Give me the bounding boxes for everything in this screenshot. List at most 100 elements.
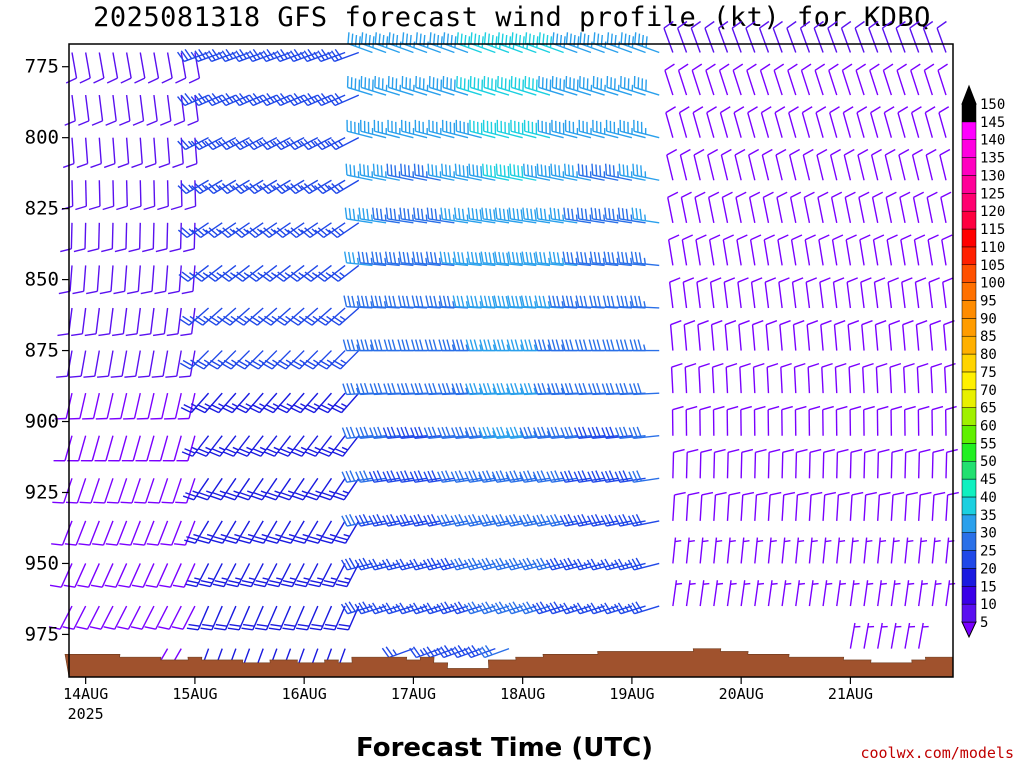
wind-barb xyxy=(58,265,73,295)
wind-barb xyxy=(791,277,804,309)
wind-barb xyxy=(890,622,902,649)
x-tick-label: 18AUG xyxy=(500,685,545,703)
wind-barb xyxy=(250,435,278,457)
wind-barb xyxy=(249,392,278,414)
wind-barb xyxy=(521,251,551,267)
wind-barb xyxy=(820,320,832,351)
wind-barb xyxy=(833,320,846,351)
wind-barb xyxy=(830,191,843,223)
wind-barb xyxy=(617,207,646,224)
x-tick-label: 20AUG xyxy=(719,685,764,703)
wind-barb xyxy=(538,32,564,54)
wind-barb xyxy=(359,163,387,181)
wind-barb xyxy=(384,251,414,267)
wind-barb xyxy=(482,163,510,181)
colorbar-swatch xyxy=(961,121,977,140)
wind-barb xyxy=(412,207,441,224)
wind-barb xyxy=(441,119,469,139)
wind-barb xyxy=(332,435,360,457)
wind-barb xyxy=(204,179,237,195)
wind-barb xyxy=(183,222,196,253)
wind-barb xyxy=(413,163,441,181)
wind-barb xyxy=(477,645,510,659)
wind-barb xyxy=(672,448,685,479)
wind-barb xyxy=(709,277,722,309)
wind-barb xyxy=(478,426,510,440)
wind-barb xyxy=(172,137,184,169)
wind-barb xyxy=(759,63,771,96)
colorbar-label: 150 xyxy=(980,97,1005,113)
wind-barb xyxy=(150,392,169,420)
wind-barb xyxy=(898,148,910,181)
wind-barb xyxy=(95,392,114,420)
wind-barb xyxy=(678,106,690,138)
wind-barb xyxy=(672,580,683,607)
wind-barb xyxy=(90,563,114,588)
wind-barb xyxy=(710,320,723,351)
wind-barb xyxy=(453,251,482,267)
wind-barb xyxy=(788,148,801,181)
colorbar-label: 85 xyxy=(980,329,997,345)
wind-barb xyxy=(52,478,73,504)
wind-barb xyxy=(722,234,734,266)
wind-barb xyxy=(436,601,469,615)
wind-barb xyxy=(679,148,691,181)
wind-barb xyxy=(911,148,923,181)
wind-barb xyxy=(162,435,182,462)
wind-barb xyxy=(748,191,761,223)
wind-barb xyxy=(286,92,319,107)
wind-barb xyxy=(441,163,469,181)
wind-barb xyxy=(131,563,155,588)
terrain-layer xyxy=(64,648,954,678)
wind-barb xyxy=(456,76,482,96)
wind-barb xyxy=(896,63,907,96)
wind-barb xyxy=(134,478,155,504)
y-tick-label: 800 xyxy=(25,127,59,149)
wind-barb xyxy=(707,148,719,181)
wind-barb xyxy=(942,277,954,309)
wind-barb xyxy=(619,119,646,139)
wind-barb xyxy=(133,520,155,546)
wind-barb xyxy=(726,580,737,607)
wind-barb xyxy=(495,163,523,181)
wind-barb xyxy=(790,234,803,266)
wind-barb xyxy=(319,477,346,501)
wind-barb xyxy=(93,478,114,504)
wind-barb xyxy=(849,405,862,436)
wind-barb xyxy=(300,137,332,151)
wind-barb xyxy=(586,602,619,615)
wind-barb xyxy=(546,513,578,527)
wind-barb xyxy=(780,362,792,394)
wind-barb xyxy=(808,491,823,521)
wind-barb xyxy=(550,163,578,181)
colorbar-label: 60 xyxy=(980,419,997,435)
wind-barb xyxy=(300,179,332,195)
wind-barb xyxy=(869,63,880,96)
wind-barb xyxy=(139,307,155,337)
wind-barb xyxy=(841,63,853,96)
wind-barb xyxy=(116,180,128,211)
wind-barb xyxy=(680,191,692,223)
wind-barb xyxy=(177,92,209,107)
wind-barb xyxy=(672,537,682,564)
wind-barb xyxy=(781,537,791,564)
wind-barb xyxy=(235,392,264,414)
wind-barb xyxy=(415,76,441,96)
wind-barb xyxy=(685,448,699,479)
wind-barb xyxy=(78,520,100,546)
wind-barb xyxy=(264,477,292,501)
wind-barb xyxy=(510,76,537,96)
wind-barb xyxy=(536,163,564,181)
wind-barb xyxy=(237,477,264,501)
colorbar-label: 75 xyxy=(980,365,997,381)
wind-barb xyxy=(876,405,889,436)
wind-barb xyxy=(855,63,867,96)
wind-barb xyxy=(684,362,697,394)
wind-barb xyxy=(94,435,114,462)
wind-barb xyxy=(439,251,469,267)
wind-barb xyxy=(904,580,915,607)
wind-barb xyxy=(672,491,686,521)
wind-barb xyxy=(180,392,210,414)
wind-barb xyxy=(91,95,104,126)
wind-barb xyxy=(877,491,891,521)
